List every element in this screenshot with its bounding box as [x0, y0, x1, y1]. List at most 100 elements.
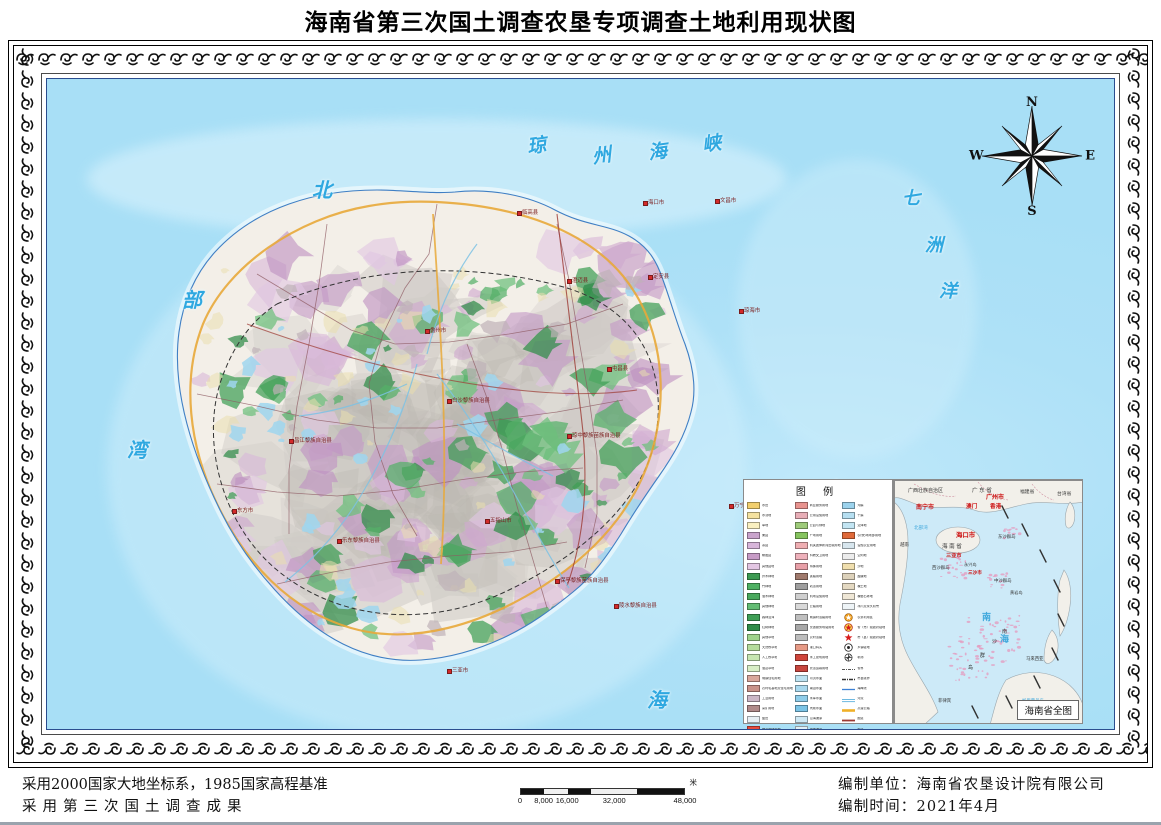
border-motif — [806, 740, 828, 762]
legend-item: 公用设施用地 — [794, 510, 842, 520]
border-motif — [894, 46, 916, 68]
place-marker — [643, 201, 648, 206]
legend-item-label: 沙地 — [857, 564, 864, 568]
legend-item-label: 省（市）级政府驻地 — [857, 625, 886, 629]
legend-item-label: 工业用地 — [762, 697, 775, 701]
border-motif — [322, 740, 344, 762]
legend-item-label: 天然牧草地 — [762, 646, 778, 650]
border-motif — [498, 740, 520, 762]
legend-swatch — [747, 552, 760, 560]
inset-label: 澳门 — [966, 504, 978, 510]
border-motif — [520, 740, 542, 762]
legend-point-symbol — [842, 653, 855, 662]
inset-label: 北部湾 — [914, 525, 928, 530]
legend-swatch — [794, 623, 808, 631]
compass-icon — [981, 105, 1083, 207]
legend-item-label: 设施农业用地 — [857, 544, 876, 548]
legend-point-symbol — [842, 613, 855, 622]
border-motif — [894, 740, 916, 762]
legend-item: 沟渠 — [842, 500, 889, 510]
inset-label: 广 东 省 — [972, 488, 992, 494]
scale-bar-ticks: 0 8,000 16,000 32,000 48,000 — [518, 796, 697, 808]
place-marker — [517, 211, 522, 216]
legend-item-label: 红树林地 — [762, 625, 775, 629]
border-pattern-right — [1125, 46, 1147, 762]
sea-label: 北 — [312, 178, 332, 202]
border-motif — [366, 46, 388, 68]
legend-title: 图 例 — [795, 487, 841, 498]
sea-label: 琼 — [525, 133, 548, 159]
border-motif — [476, 46, 498, 68]
border-motif — [14, 596, 36, 618]
border-motif — [14, 244, 36, 266]
legend-item-label: 沿海滩涂 — [809, 717, 823, 721]
inset-label: 永兴岛 — [964, 562, 977, 567]
map-canvas[interactable]: 琼州海峡北部湾七洲洋南海 海口市文昌市临高县澄迈县定安县琼海市屯昌县儋州市白沙黎… — [46, 78, 1115, 730]
coordinate-system-note: 采用2000国家大地坐标系，1985国家高程基准 — [22, 777, 328, 793]
legend-swatch — [842, 603, 856, 611]
border-motif — [168, 46, 190, 68]
legend-item: 干渠 — [842, 510, 889, 520]
legend-item: 水工建筑用地 — [794, 653, 842, 663]
legend-item-label: 其他园地 — [762, 564, 775, 568]
border-motif — [806, 46, 828, 68]
legend-item-label: 水库水面 — [809, 697, 823, 701]
legend-item: 空闲地 — [842, 551, 889, 561]
border-motif — [14, 46, 36, 68]
legend-item: 水浇地 — [747, 510, 794, 520]
border-motif — [58, 46, 80, 68]
sea-label: 海 — [646, 139, 669, 165]
scale-segment — [567, 789, 591, 794]
scale-segment — [521, 789, 545, 794]
legend-swatch — [842, 583, 856, 591]
border-motif — [586, 740, 608, 762]
legend-item: 设施农业用地 — [842, 541, 889, 551]
border-motif — [1125, 574, 1147, 596]
legend-item-label: 高速公路 — [857, 707, 870, 711]
legend-item: 沿海滩涂 — [794, 714, 842, 724]
border-motif — [146, 740, 168, 762]
border-motif — [14, 486, 36, 508]
legend-swatch — [842, 562, 856, 570]
legend-item: 灌木林地 — [747, 592, 794, 602]
legend-swatch — [794, 674, 808, 682]
hainan-island — [137, 184, 737, 714]
border-motif — [14, 420, 36, 442]
border-motif — [14, 398, 36, 420]
place-marker — [648, 275, 653, 280]
legend-item: 乔木林地 — [747, 571, 794, 581]
place-marker — [614, 604, 619, 609]
border-motif — [1125, 508, 1147, 530]
border-motif — [14, 684, 36, 706]
legend-item-label: 沼泽地 — [857, 523, 867, 527]
legend-item: 机关团体新闻出版用地 — [794, 541, 842, 551]
legend-item-label: 裸土地 — [857, 585, 867, 589]
legend-swatch — [747, 562, 760, 570]
inset-label: 沙 — [992, 639, 998, 645]
legend-swatch — [794, 725, 808, 729]
legend-item: 天然牧草地 — [747, 643, 794, 653]
border-pattern-bottom — [14, 740, 1147, 762]
border-motif — [432, 46, 454, 68]
legend-item: 裸岩石砾地 — [842, 592, 889, 602]
place-marker — [555, 579, 560, 584]
legend-item-label: 其他草地 — [762, 635, 775, 639]
legend-item: 广场用地 — [794, 531, 842, 541]
place-marker — [425, 329, 430, 334]
compass-label-south: S — [1027, 204, 1037, 219]
border-motif — [300, 740, 322, 762]
border-motif — [476, 740, 498, 762]
scale-tick-label: 48,000 — [673, 796, 697, 805]
legend-item-label: 果园 — [762, 534, 769, 538]
legend-swatch — [747, 542, 760, 550]
border-motif — [366, 740, 388, 762]
legend-swatch — [842, 511, 856, 519]
legend-item-label: 水工建筑用地 — [809, 656, 829, 660]
border-motif — [102, 740, 124, 762]
border-motif — [14, 310, 36, 332]
inset-map[interactable]: 广西壮族自治区 广 东 省 福建省 台湾省 南宁市 广州市 澳门 香港 海口市海 南 省三亚市 东… — [893, 479, 1083, 724]
inset-label: 海口市 — [956, 532, 976, 539]
border-motif — [1125, 310, 1147, 332]
legend-item-label: 竹林地 — [762, 585, 772, 589]
legend-item: 果园 — [747, 531, 794, 541]
